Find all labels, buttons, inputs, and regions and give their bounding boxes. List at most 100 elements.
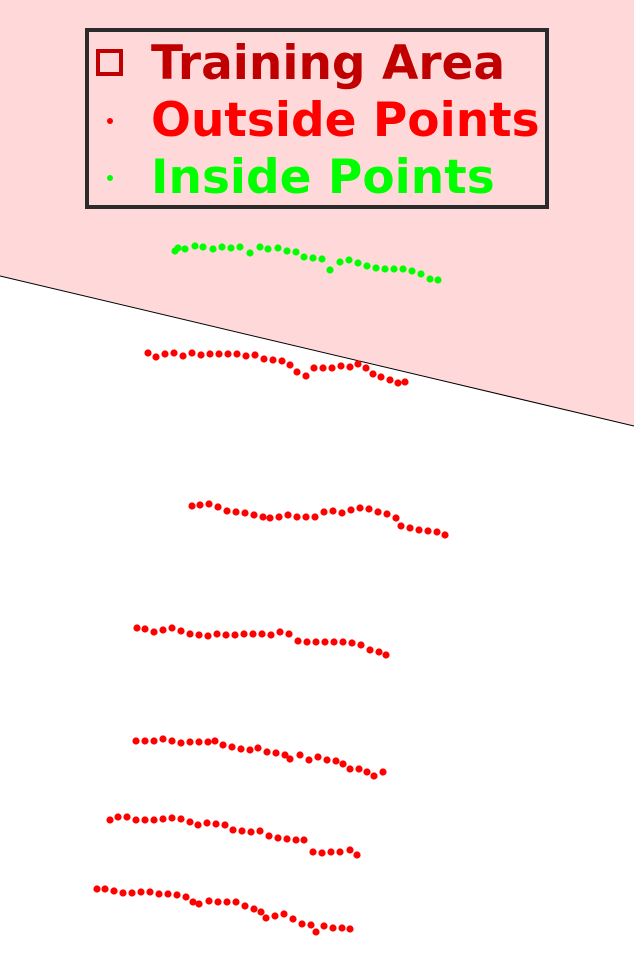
outside-point [285, 630, 293, 638]
outside-point [257, 908, 265, 916]
outside-point [336, 848, 344, 856]
inside-point [236, 243, 244, 251]
outside-point [296, 751, 304, 759]
outside-point [433, 528, 441, 536]
inside-point [174, 244, 182, 252]
outside-point [123, 813, 131, 821]
outside-point [293, 368, 301, 376]
outside-point [203, 819, 211, 827]
outside-point [260, 355, 268, 363]
outside-point [281, 751, 289, 759]
outside-point [366, 646, 374, 654]
outside-point [219, 741, 227, 749]
outside-point [374, 508, 382, 516]
outside-point [254, 744, 262, 752]
outside-point [150, 628, 158, 636]
outside-point [144, 349, 152, 357]
inside-point [274, 244, 282, 252]
inside-curve-1 [171, 242, 442, 284]
outside-point [329, 924, 337, 932]
outside-point [238, 827, 246, 835]
inside-point [209, 245, 217, 253]
outside-point [332, 757, 340, 765]
outside-point [269, 356, 277, 364]
outside-point [214, 898, 222, 906]
inside-point [434, 276, 442, 284]
outside-point [383, 510, 391, 518]
inside-point [381, 265, 389, 273]
outside-point [283, 835, 291, 843]
outside-point [119, 889, 127, 897]
outside-point [346, 765, 354, 773]
outside-point [146, 888, 154, 896]
outside-point [312, 928, 320, 936]
outside-curve-6 [93, 885, 354, 936]
outside-point [276, 628, 284, 636]
inside-point [309, 254, 317, 262]
outside-curve-3 [133, 624, 390, 659]
outside-point [346, 846, 354, 854]
outside-point [222, 631, 230, 639]
outside-point [205, 897, 213, 905]
outside-point [114, 813, 122, 821]
outside-point [159, 735, 167, 743]
outside-point [250, 511, 258, 519]
outside-point [302, 372, 310, 380]
outside-point [246, 746, 254, 754]
outside-point [338, 509, 346, 517]
outside-point [370, 772, 378, 780]
outside-point [195, 738, 203, 746]
outside-point [247, 828, 255, 836]
outside-point [101, 885, 109, 893]
outside-point [188, 502, 196, 510]
inside-point [283, 247, 291, 255]
outside-point [263, 748, 271, 756]
outside-point [223, 898, 231, 906]
outside-point [362, 364, 370, 372]
outside-point [197, 351, 205, 359]
outside-point [159, 815, 167, 823]
outside-point [323, 756, 331, 764]
outside-point [363, 768, 371, 776]
outside-point [141, 737, 149, 745]
outside-point [347, 506, 355, 514]
legend-label-training-area: Training Area [151, 35, 506, 91]
outside-point [212, 820, 220, 828]
inside-point [246, 249, 254, 257]
red-dot-icon [107, 118, 113, 124]
outside-point [302, 513, 310, 521]
outside-point [204, 632, 212, 640]
outside-point [379, 768, 387, 776]
outside-point [232, 508, 240, 516]
outside-point [401, 378, 409, 386]
outside-point [377, 373, 385, 381]
inside-point [264, 245, 272, 253]
outside-point [346, 363, 354, 371]
outside-point [241, 902, 249, 910]
inside-point [372, 264, 380, 272]
outside-point [106, 816, 114, 824]
outside-point [182, 893, 190, 901]
outside-point [242, 352, 250, 360]
outside-point [224, 350, 232, 358]
outside-point [161, 350, 169, 358]
outside-point [312, 638, 320, 646]
outside-point [329, 507, 337, 515]
inside-point [199, 243, 207, 251]
outside-point [159, 626, 167, 634]
outside-point [221, 821, 229, 829]
outside-point [286, 361, 294, 369]
inside-point [363, 262, 371, 270]
outside-point [194, 821, 202, 829]
square-outline-icon [96, 49, 123, 76]
outside-curve-2 [188, 500, 449, 539]
outside-point [330, 638, 338, 646]
outside-point [318, 849, 326, 857]
training-area-region [0, 0, 634, 427]
inside-point [408, 267, 416, 275]
outside-point [320, 508, 328, 516]
outside-point [186, 818, 194, 826]
outside-point [223, 507, 231, 515]
outside-point [141, 625, 149, 633]
inside-point [318, 255, 326, 263]
